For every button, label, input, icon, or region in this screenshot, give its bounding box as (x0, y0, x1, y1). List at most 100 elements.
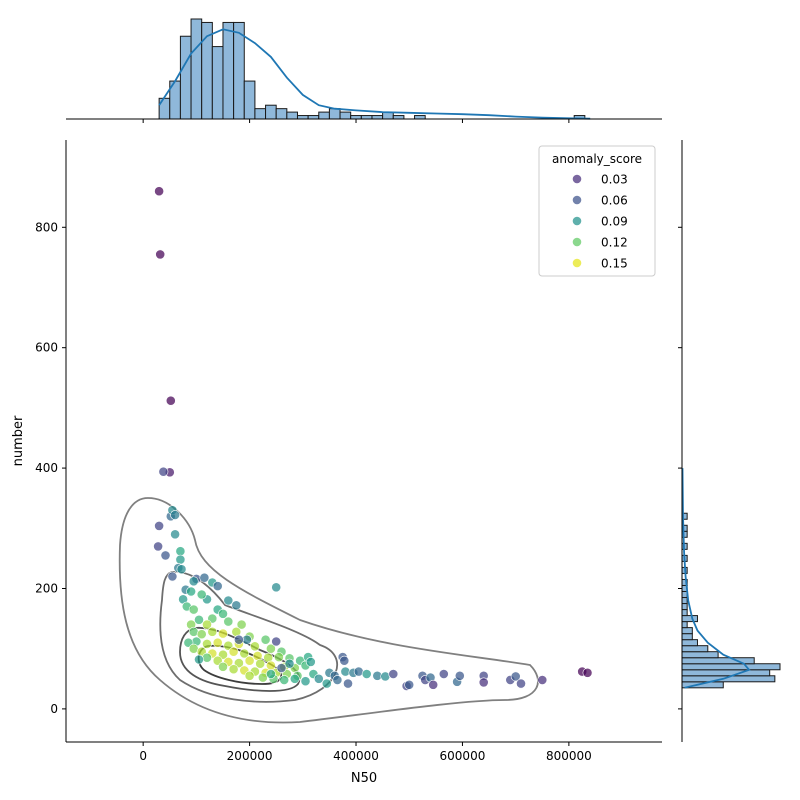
top-hist-bar (179, 35, 192, 120)
kde-contour-outer (118, 497, 539, 724)
scatter-point (239, 648, 250, 659)
scatter-point (339, 655, 350, 666)
right-hist-bar (681, 621, 688, 629)
right-hist-bar (681, 627, 693, 635)
scatter-point (194, 654, 204, 665)
right-hist-bar (681, 645, 709, 653)
joint-axes: 0 200000 400000 600000 800000 0 200 400 600 800 (35, 140, 662, 763)
top-hist-bar (318, 111, 330, 120)
scatter-point (218, 608, 228, 619)
scatter-point (428, 679, 439, 690)
right-hist-bar (681, 609, 688, 617)
scatter-point (388, 669, 399, 679)
scatter-point (510, 671, 521, 682)
scatter-point (271, 636, 282, 647)
top-hist-bar (233, 21, 245, 120)
legend-label: 0.03 (601, 173, 628, 187)
kde-contour-second (159, 571, 338, 703)
legend-marker (572, 258, 582, 268)
top-hist-bar (275, 108, 288, 120)
scatter-point (176, 564, 187, 575)
right-hist-bar (681, 633, 693, 641)
scatter-point (271, 582, 282, 593)
scatter-points (153, 186, 593, 691)
scatter-point (321, 678, 332, 689)
scatter-point (279, 675, 290, 685)
scatter-point (478, 677, 489, 688)
scatter-point (255, 658, 266, 669)
top-hist-bar (243, 80, 256, 120)
top-kde-curve (158, 28, 591, 120)
x-axis-label: N50 (351, 771, 377, 786)
scatter-point (188, 576, 199, 587)
scatter-point (265, 643, 276, 654)
scatter-point (249, 641, 260, 652)
legend-entries: 0.03 0.06 0.09 0.12 0.15 (572, 173, 628, 271)
scatter-point (404, 679, 415, 690)
scatter-point (199, 572, 210, 583)
scatter-point (537, 675, 548, 685)
scatter-point (231, 600, 242, 611)
scatter-point (228, 664, 239, 675)
y-tick-label: 400 (35, 461, 58, 475)
scatter-point (207, 626, 218, 637)
x-tick-label: 800000 (546, 749, 592, 763)
top-hist-bar (339, 111, 352, 120)
scatter-point (196, 589, 207, 600)
scatter-point (202, 619, 212, 630)
top-marginal-histogram (66, 18, 662, 123)
scatter-point (154, 521, 164, 531)
right-hist-bar (681, 669, 771, 677)
scatter-point (194, 614, 204, 625)
top-hist-bar (190, 18, 203, 120)
top-hist-bar (360, 115, 373, 120)
scatter-point (202, 639, 212, 649)
legend-marker (572, 174, 582, 184)
y-axis-label: number (11, 415, 26, 466)
scatter-point (153, 541, 163, 552)
scatter-point (454, 670, 465, 681)
top-hist-bar (350, 115, 362, 120)
scatter-point (212, 637, 223, 648)
y-tick-label: 200 (35, 581, 58, 595)
top-hist-bar (254, 108, 267, 120)
right-hist-bar (681, 591, 688, 599)
x-tick-label: 200000 (227, 749, 273, 763)
x-tick-label: 600000 (440, 749, 486, 763)
scatter-point (155, 249, 166, 260)
scatter-point (244, 670, 255, 681)
right-hist-bar (681, 639, 698, 647)
scatter-point (257, 672, 268, 683)
scatter-point (160, 550, 171, 561)
x-tick-label: 0 (139, 749, 147, 763)
legend-frame (538, 145, 656, 277)
y-tick-label: 0 (50, 702, 58, 716)
right-hist-bar (681, 603, 688, 611)
scatter-point (313, 673, 324, 684)
scatter-point (170, 510, 180, 520)
scatter-point (223, 616, 234, 627)
scatter-point (202, 652, 212, 663)
joint-scatter-panel: 0 200000 400000 600000 800000 0 200 400 600 800 (35, 140, 662, 763)
legend-label: 0.15 (601, 257, 628, 271)
scatter-point (175, 546, 186, 557)
scatter-point (165, 395, 176, 406)
scatter-point (158, 466, 169, 477)
top-hist-bar (392, 115, 405, 120)
top-hist-bar (414, 115, 426, 120)
scatter-point (305, 657, 316, 667)
legend-label: 0.06 (601, 194, 628, 208)
y-tick-label: 800 (35, 220, 58, 234)
top-hist-bar (211, 46, 224, 120)
scatter-point (340, 666, 351, 677)
legend-marker (572, 237, 582, 247)
legend-marker (572, 216, 582, 226)
top-hist-bar (265, 104, 277, 120)
scatter-point (516, 678, 526, 689)
scatter-point (438, 669, 449, 679)
legend-title: anomaly_score (552, 152, 642, 166)
top-hist-bar (296, 115, 309, 120)
right-kde-curve (681, 468, 751, 689)
scatter-point (265, 669, 276, 679)
